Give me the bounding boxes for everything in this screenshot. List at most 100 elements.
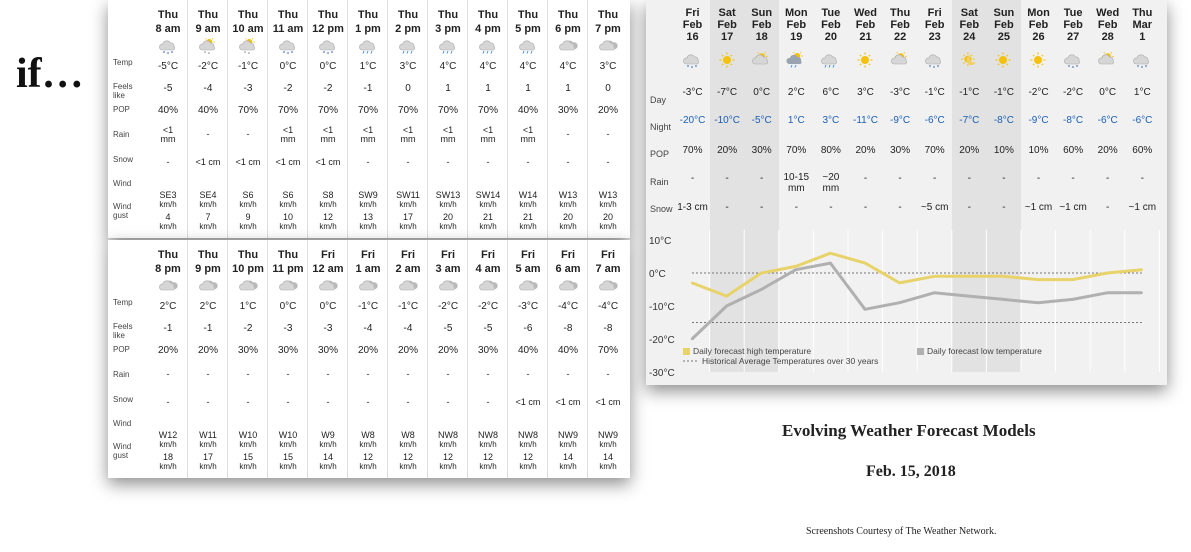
- gust-value: 21 km/h: [468, 213, 508, 232]
- day-high: -3°C: [682, 87, 703, 98]
- snow-value: ~1 cm: [1059, 202, 1087, 213]
- rain-amount: -: [326, 369, 330, 379]
- wind-unit: km/h: [239, 200, 257, 209]
- rain-value: <1 mm: [428, 126, 468, 144]
- sun-icon: [719, 52, 735, 68]
- cloudy-icon: [199, 280, 218, 291]
- day-name: Mon: [784, 7, 808, 19]
- night-low: -5°C: [751, 115, 772, 126]
- rain-amount: <1: [282, 125, 294, 135]
- day-number: 24: [963, 31, 976, 43]
- gust-speed: 9: [245, 212, 251, 222]
- day-high: -3°C: [890, 87, 911, 98]
- rain-unit: mm: [360, 134, 376, 144]
- column-day: Thu: [357, 9, 379, 21]
- sun-cloud-icon: [890, 52, 907, 65]
- day-column: Sat Feb 24 -1°C -7°C 20% - -: [951, 0, 987, 230]
- wind-unit: km/h: [359, 440, 377, 449]
- cloudy-icon: [159, 280, 178, 291]
- row-label-wind: Wind: [113, 419, 132, 428]
- snow-value: -: [566, 157, 570, 167]
- partly-cloudy-icon: [239, 38, 255, 54]
- rain-amount: -: [606, 369, 610, 379]
- temp-value: 1°C: [359, 61, 377, 72]
- feels-like-value: 1: [485, 83, 491, 94]
- row-label-temp: Temp: [113, 58, 133, 67]
- day-name: Tue: [1063, 7, 1083, 19]
- pop-value: 20%: [1097, 145, 1118, 156]
- day-name: Fri: [927, 7, 942, 19]
- rain-amount: <1: [522, 125, 534, 135]
- gust-speed: 18: [162, 452, 173, 462]
- gust-speed: 12: [482, 452, 493, 462]
- rain-cloud-icon: [821, 54, 838, 68]
- snow-value: <1 cm: [555, 397, 581, 407]
- pop-value: 70%: [437, 105, 458, 116]
- gust-speed: 15: [242, 452, 253, 462]
- day-month: Feb: [751, 19, 772, 31]
- temp-point: [1002, 275, 1005, 278]
- row-label-feels-like: Feels like: [113, 322, 133, 340]
- day-month: Feb: [890, 19, 910, 31]
- snow-value: <1 cm: [195, 157, 221, 167]
- pop-value: 30%: [277, 345, 298, 356]
- rain-cloud-icon: [439, 40, 455, 54]
- day-column: Fri Feb 16 -3°C -20°C 70% - 1-3 cm: [675, 0, 710, 230]
- day-month: Feb: [682, 19, 703, 31]
- moon-sun-icon: [960, 52, 976, 66]
- pop-value: 70%: [597, 345, 618, 356]
- column-hour: 6 pm: [555, 23, 581, 35]
- rain-unit: mm: [480, 134, 496, 144]
- feels-like-value: -5: [443, 323, 453, 334]
- gust-unit: km/h: [279, 222, 297, 231]
- temp-value: -1°C: [397, 301, 419, 312]
- temp-point: [760, 288, 763, 291]
- gust-speed: 4: [165, 212, 171, 222]
- feels-like-value: -5: [163, 83, 173, 94]
- pop-value: 20%: [717, 145, 738, 156]
- temp-value: 0°C: [319, 61, 337, 72]
- temp-value: 0°C: [279, 61, 297, 72]
- hour-column: Thu 1 pm 1°C -1 70% <1 mm - SW9 km/h 13 km/h: [348, 0, 388, 238]
- day-month: Feb: [994, 19, 1014, 31]
- column-hour: 12 am: [312, 263, 344, 275]
- gust-unit: km/h: [439, 462, 457, 471]
- pop-value: 70%: [357, 105, 378, 116]
- rain-value: -: [148, 370, 188, 379]
- rain-amount: -: [760, 173, 764, 184]
- snow-cloud-icon: [279, 40, 295, 54]
- wind-value: W12 km/h: [148, 431, 188, 450]
- pop-value: 60%: [1132, 145, 1153, 156]
- snow-value: -: [967, 202, 971, 213]
- rain-value: -: [1090, 173, 1125, 184]
- legend-high-label: Daily forecast high temperature: [693, 346, 811, 356]
- temp-point: [1140, 268, 1143, 271]
- shaded-day-band: [744, 230, 779, 372]
- night-low: -9°C: [1028, 115, 1049, 126]
- rain-value: -: [1125, 173, 1160, 184]
- day-high: 3°C: [857, 87, 874, 98]
- column-hour: 5 am: [515, 263, 541, 275]
- snow-value: -: [1002, 202, 1006, 213]
- wind-value: W13 km/h: [548, 191, 588, 210]
- feels-like-value: -8: [603, 323, 613, 334]
- rain-cloud-icon: [479, 40, 495, 54]
- temp-value: -2°C: [437, 301, 459, 312]
- rain-value: -: [548, 370, 588, 379]
- gust-unit: km/h: [599, 222, 617, 231]
- pop-value: 20%: [597, 105, 618, 116]
- column-day: Thu: [157, 249, 179, 261]
- gust-value: 12 km/h: [468, 452, 508, 472]
- rain-value: <1 mm: [348, 126, 388, 144]
- day-column: Sat Feb 17 -7°C -10°C 20% - -: [709, 0, 745, 230]
- day-high: 1°C: [1133, 87, 1151, 98]
- day-high: -7°C: [717, 87, 738, 98]
- rain-amount: -: [566, 129, 570, 139]
- column-day: Thu: [477, 9, 499, 21]
- wind-dir: W9: [321, 430, 335, 440]
- day-column: Thu Feb 22 -3°C -9°C 30% - -: [883, 0, 918, 230]
- shaded-day-band: [951, 230, 987, 372]
- temp-point: [967, 275, 970, 278]
- wind-dir: W10: [278, 430, 298, 440]
- temp-value: 4°C: [439, 61, 457, 72]
